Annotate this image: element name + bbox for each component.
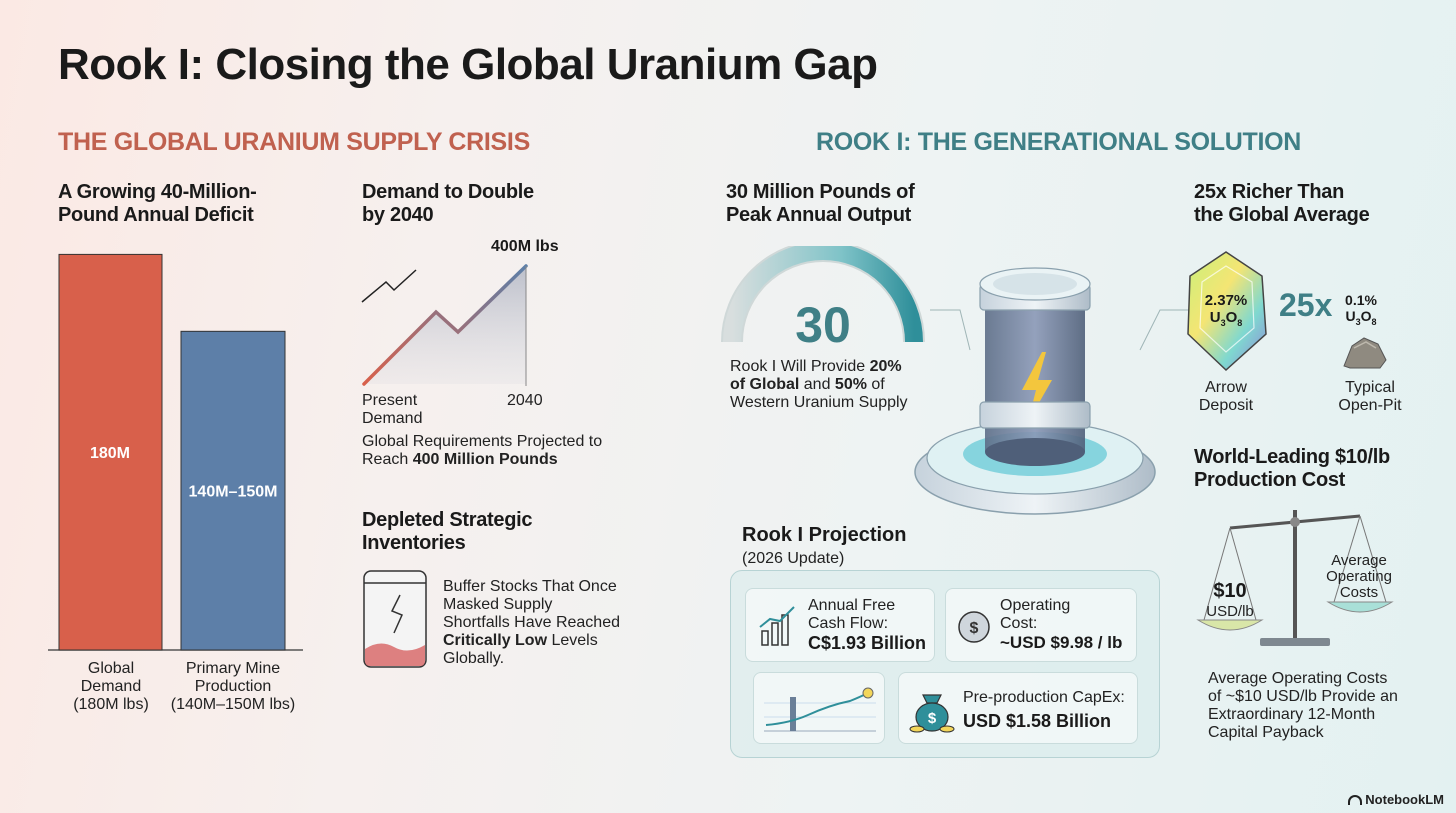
open-pit-rock-icon: [1343, 337, 1387, 369]
bar-value-label-primary: 140M–150M: [189, 484, 278, 501]
multiplier: 25x: [1279, 287, 1333, 323]
arrow-grade: 2.37% U3O8: [1204, 292, 1248, 328]
demand-line-chart: [361, 264, 528, 386]
connector-lines: [930, 309, 1190, 351]
depleted-can-icon: [363, 570, 427, 668]
projection-subtitle: (2026 Update): [742, 550, 845, 567]
notebooklm-logo-icon: [1348, 795, 1363, 805]
gauge-value: 30: [795, 297, 851, 346]
reactor-core-icon: [914, 267, 1156, 515]
trend-arrow-icon: [361, 269, 417, 303]
capex-card: $ Pre-production CapEx: USD $1.58 Billio…: [898, 672, 1138, 744]
bar-label-global: Global Demand (180M lbs): [73, 660, 149, 713]
demand-peak-label: 400M lbs: [491, 238, 559, 255]
richer-title: 25x Richer Than the Global Average: [1194, 181, 1370, 226]
output-title: 30 Million Pounds of Peak Annual Output: [726, 181, 915, 226]
fcf-card: Annual Free Cash Flow: C$1.93 Billion: [745, 588, 935, 662]
balance-scale-icon: [1196, 510, 1394, 646]
capex-value: USD $1.58 Billion: [963, 711, 1112, 731]
scale-left: $10 USD/lb: [1206, 580, 1254, 620]
demand-caption: Global Requirements Projected to Reach 4…: [362, 433, 603, 468]
page-title: Rook I: Closing the Global Uranium Gap: [58, 40, 878, 89]
average-grade: 0.1% U3O8: [1345, 292, 1377, 327]
deficit-bar-chart: 180M 140M–150M: [48, 253, 303, 651]
cost-caption: Average Operating Costs of ~$10 USD/lb P…: [1208, 670, 1398, 741]
output-gauge: 30: [721, 246, 925, 346]
cost-title: World-Leading $10/lb Production Cost: [1194, 446, 1390, 491]
demand-title: Demand to Double by 2040: [362, 181, 534, 226]
svg-text:$: $: [970, 620, 979, 637]
deficit-title: A Growing 40-Million-Pound Annual Defici…: [58, 181, 257, 226]
svg-text:$: $: [928, 710, 937, 727]
capex-label: Pre-production CapEx:: [963, 689, 1125, 706]
bar-value-label-global: 180M: [90, 445, 130, 462]
lightning-bolt-icon: [1022, 352, 1052, 422]
bar-global-demand: [58, 253, 163, 651]
coin-icon: $: [958, 611, 990, 643]
growth-chart-icon: [759, 606, 795, 646]
demand-line: [362, 264, 528, 386]
scale-right: Average Operating Costs: [1326, 552, 1392, 601]
arrow-deposit-label: Arrow Deposit: [1198, 379, 1254, 414]
section-heading-solution: ROOK I: THE GENERATIONAL SOLUTION: [816, 128, 1302, 156]
inventories-title: Depleted Strategic Inventories: [362, 509, 533, 554]
arrow-deposit-gem-icon: [1187, 251, 1267, 372]
opcost-value: ~USD $9.98 / lb: [1000, 633, 1123, 652]
open-pit-label: Typical Open-Pit: [1338, 379, 1402, 414]
mini-chart-card: [753, 672, 885, 744]
section-heading-supply-crisis: THE GLOBAL URANIUM SUPPLY CRISIS: [58, 128, 530, 156]
projection-title: Rook I Projection: [742, 524, 907, 546]
demand-x-start: Present Demand: [362, 392, 423, 427]
demand-area: [364, 266, 526, 384]
bar-primary-production: [180, 330, 286, 651]
brand-label: NotebookLM: [1348, 792, 1444, 807]
fcf-value: C$1.93 Billion: [808, 633, 927, 653]
output-text: Rook I Will Provide 20% of Global and 50…: [730, 358, 908, 411]
mini-trend-chart-icon: [764, 687, 876, 732]
inventories-text: Buffer Stocks That Once Masked Supply Sh…: [443, 578, 620, 667]
demand-x-end: 2040: [507, 392, 543, 409]
bar-label-primary: Primary Mine Production (140M–150M lbs): [170, 660, 296, 713]
opcost-card: $ Operating Cost: ~USD $9.98 / lb: [945, 588, 1137, 662]
money-bag-icon: $: [909, 694, 955, 733]
